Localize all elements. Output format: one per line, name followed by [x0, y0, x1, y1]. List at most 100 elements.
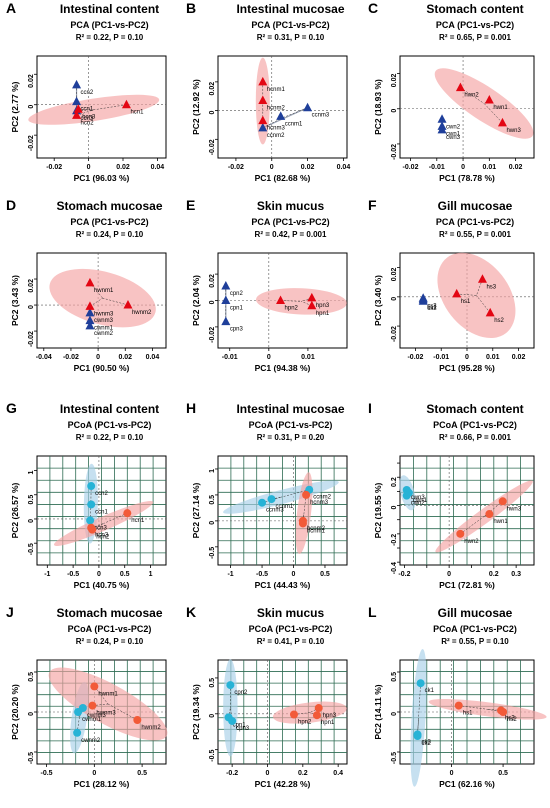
x-tick-label: 0.02: [509, 164, 523, 171]
x-tick-label: 0.4: [333, 770, 343, 777]
data-point: [85, 320, 95, 330]
point-label: hcnm1: [307, 528, 326, 534]
panel-d: D Stomach mucosae PCA (PC1-vs-PC2) R² = 0.2…: [6, 197, 167, 373]
panel-letter: D: [6, 197, 16, 213]
point-label: hcn2: [96, 535, 110, 541]
data-point: [289, 710, 298, 719]
centroid-connector: [89, 297, 103, 307]
point-label: hs3: [486, 284, 496, 290]
point-label: ccn2: [81, 90, 94, 96]
data-point: [133, 716, 142, 724]
x-tick-label: 0.01: [483, 164, 497, 171]
panel-subtitle: PCoA (PC1-vs-PC2): [249, 420, 333, 430]
data-point: [402, 491, 411, 500]
x-tick-label: 0.04: [337, 164, 351, 171]
centroid-connector: [483, 103, 503, 123]
point-label: cwn1: [413, 498, 428, 504]
data-point: [121, 99, 131, 109]
centroid-connector: [458, 705, 488, 710]
data-point: [221, 316, 231, 326]
plot-frame: [217, 55, 348, 159]
point-label: hwnm1: [94, 288, 114, 294]
centroid-connector: [476, 279, 483, 296]
data-point: [312, 711, 321, 720]
x-tick-label: 0: [465, 354, 469, 361]
y-tick-label: -0.2: [391, 534, 398, 546]
x-tick-label: 0: [461, 164, 465, 171]
x-tick-label: 1: [149, 571, 153, 578]
data-point: [413, 732, 422, 740]
panel-subtitle: PCoA (PC1-vs-PC2): [249, 624, 333, 634]
point-label: hwnm3: [94, 311, 114, 317]
point-label: cwn1: [446, 131, 461, 137]
x-tick-label: -0.02: [407, 354, 423, 361]
point-label: cpn3: [236, 726, 250, 732]
y-tick-label: 0.5: [28, 672, 35, 682]
panel-subtitle: PCA (PC1-vs-PC2): [251, 20, 329, 30]
data-point: [499, 708, 508, 716]
panel-subtitle: PCoA (PC1-vs-PC2): [433, 420, 517, 430]
point-label: hs2: [494, 318, 504, 324]
point-label: hs2: [507, 717, 517, 723]
point-label: hs3: [505, 715, 515, 721]
x-tick-label: 0: [270, 164, 274, 171]
centroid-connector: [417, 717, 419, 735]
x-tick-label: 0.5: [120, 571, 130, 578]
x-tick-label: 0.02: [116, 164, 130, 171]
centroid-connector: [230, 707, 233, 721]
data-point: [123, 300, 133, 309]
y-tick-label: 0: [391, 297, 398, 301]
point-label: hpn3: [316, 303, 330, 309]
point-label: hcnm1: [267, 87, 286, 93]
panel-title: Stomach content: [426, 402, 523, 416]
x-tick-label: 0: [292, 571, 296, 578]
centroid-connector: [283, 107, 308, 118]
point-label: hpn2: [285, 306, 299, 312]
data-point: [85, 277, 95, 287]
point-label: hwnm2: [141, 725, 161, 731]
data-point: [267, 495, 276, 504]
point-label: cs3: [427, 303, 437, 309]
point-label: ccnm1: [275, 504, 293, 510]
panel-title: Skin mucus: [257, 606, 325, 620]
point-label: hpn3: [323, 713, 337, 719]
centroid-connector: [303, 494, 307, 514]
x-tick-label: 0.01: [486, 354, 500, 361]
point-label: ccn1: [95, 509, 108, 515]
centroid-connector: [76, 109, 94, 116]
centroid-connector: [487, 709, 504, 713]
data-point: [485, 307, 495, 317]
data-point: [276, 111, 286, 120]
y-tick-label: 0: [28, 105, 35, 109]
panel-subtitle: PCoA (PC1-vs-PC2): [433, 624, 517, 634]
centroid-connector: [476, 295, 491, 314]
x-axis-label: PC1 (78.78 %): [439, 173, 495, 183]
y-tick-label: -0.02: [209, 139, 216, 155]
panel-letter: K: [186, 604, 196, 620]
point-label: ccn1: [81, 107, 94, 113]
data-point: [72, 79, 82, 89]
y-tick-label: 1: [28, 470, 35, 474]
x-tick-label: 0.5: [498, 770, 508, 777]
x-tick-label: -0.02: [228, 164, 244, 171]
panel-f: F Gill mucosae PCA (PC1-vs-PC2) R² = 0.55, …: [368, 197, 535, 373]
group-b-axis: [262, 107, 308, 129]
panel-title: Intestinal mucosae: [236, 2, 344, 16]
x-tick-label: 0: [92, 770, 96, 777]
panel-subtitle: PCA (PC1-vs-PC2): [436, 20, 514, 30]
point-label: ccnm2: [267, 133, 285, 139]
point-label: hwn2: [464, 539, 479, 545]
panel-letter: L: [368, 604, 377, 620]
y-axis-label: PC2 (19.34 %): [191, 684, 201, 740]
x-tick-label: -0.5: [41, 770, 53, 777]
x-axis-label: PC1 (82.68 %): [255, 173, 311, 183]
data-point: [314, 704, 323, 713]
centroid-connector: [280, 489, 310, 498]
panel-stats: R² = 0.66, P = 0.001: [439, 433, 511, 442]
x-tick-label: 0.3: [511, 571, 521, 578]
point-label: cpn1: [233, 722, 247, 728]
x-tick-label: -0.04: [36, 354, 52, 361]
panel-subtitle: PCA (PC1-vs-PC2): [70, 20, 148, 30]
panel-letter: I: [368, 400, 372, 416]
data-point: [73, 104, 83, 113]
